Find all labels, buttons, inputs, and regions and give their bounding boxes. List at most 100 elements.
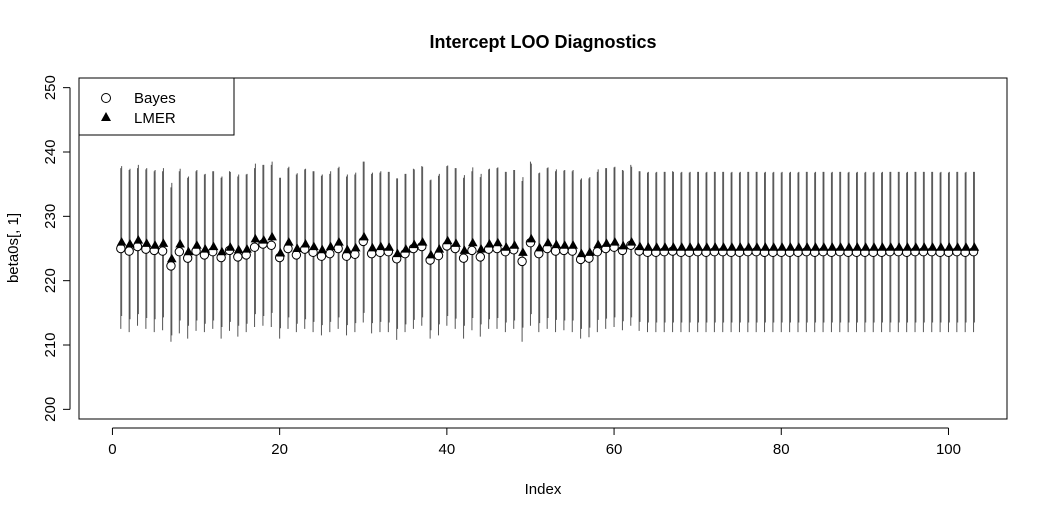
- y-tick-label: 240: [42, 139, 59, 164]
- plot-frame: [78, 77, 1008, 420]
- point-lmer: [493, 237, 503, 247]
- x-tick-label: 100: [936, 441, 961, 458]
- point-lmer: [835, 242, 846, 251]
- point-lmer: [518, 247, 528, 256]
- point-bayes: [467, 245, 477, 256]
- legend-marker-lmer: [101, 112, 111, 121]
- point-lmer: [325, 241, 336, 251]
- point-lmer: [501, 242, 512, 251]
- point-lmer: [869, 242, 879, 251]
- point-lmer: [927, 242, 938, 251]
- point-lmer: [944, 242, 955, 251]
- point-lmer: [192, 240, 202, 249]
- point-lmer: [384, 242, 394, 251]
- point-lmer: [183, 246, 194, 256]
- y-tick-label: 210: [42, 332, 59, 357]
- point-lmer: [685, 242, 695, 251]
- point-lmer: [844, 242, 854, 251]
- chart-title: Intercept LOO Diagnostics: [429, 32, 656, 52]
- point-bayes: [174, 247, 185, 257]
- point-lmer: [852, 242, 863, 251]
- x-tick-label: 40: [439, 441, 456, 458]
- point-lmer: [426, 249, 436, 259]
- point-lmer: [526, 233, 537, 243]
- legend-label-bayes: Bayes: [134, 90, 176, 107]
- point-bayes: [249, 242, 260, 252]
- point-bayes: [266, 240, 276, 250]
- point-lmer: [952, 242, 963, 251]
- point-lmer: [551, 239, 562, 249]
- point-lmer: [208, 241, 219, 251]
- point-lmer: [810, 242, 821, 251]
- point-lmer: [760, 242, 771, 251]
- y-tick-label: 200: [42, 397, 59, 422]
- point-lmer: [376, 241, 386, 251]
- point-lmer: [568, 240, 578, 249]
- point-bayes: [592, 247, 603, 257]
- point-lmer: [919, 242, 930, 251]
- point-lmer: [651, 242, 662, 251]
- point-lmer: [367, 242, 378, 252]
- point-lmer: [877, 242, 888, 251]
- point-lmer: [911, 242, 921, 251]
- point-lmer: [902, 242, 913, 251]
- point-lmer: [284, 237, 294, 246]
- point-lmer: [585, 247, 595, 256]
- point-lmer: [668, 242, 679, 251]
- point-lmer: [676, 242, 687, 251]
- x-tick-label: 0: [108, 441, 116, 458]
- point-lmer: [309, 241, 319, 251]
- point-lmer: [467, 237, 478, 247]
- point-lmer: [660, 242, 670, 251]
- y-tick-label: 250: [42, 75, 59, 100]
- point-lmer: [267, 231, 277, 241]
- point-lmer: [534, 242, 545, 252]
- point-lmer: [643, 242, 654, 251]
- point-lmer: [409, 239, 420, 249]
- point-lmer: [610, 237, 620, 246]
- point-lmer: [601, 238, 612, 247]
- point-lmer: [242, 244, 252, 253]
- x-axis-label: Index: [525, 481, 562, 498]
- point-lmer: [785, 242, 796, 251]
- y-axis-label: beta0s[, 1]: [5, 213, 22, 283]
- point-lmer: [969, 242, 980, 251]
- point-bayes: [325, 248, 335, 259]
- point-lmer: [693, 242, 704, 251]
- y-tick-label: 220: [42, 268, 59, 293]
- point-lmer: [317, 244, 328, 254]
- point-lmer: [543, 237, 553, 247]
- x-axis: 0 20 40 60 80 100: [108, 427, 961, 458]
- point-lmer: [885, 242, 896, 251]
- x-tick-label: 80: [773, 441, 790, 458]
- y-axis: 200 210 220 230 240 250: [42, 75, 71, 422]
- point-lmer: [710, 242, 721, 251]
- point-lmer: [626, 237, 637, 246]
- point-bayes: [124, 246, 134, 256]
- point-lmer: [300, 238, 311, 248]
- legend-marker-bayes: [101, 93, 111, 103]
- x-tick-label: 60: [606, 441, 623, 458]
- point-lmer: [133, 235, 144, 244]
- point-lmer: [334, 237, 344, 246]
- point-lmer: [593, 239, 603, 249]
- point-lmer: [250, 233, 261, 243]
- point-lmer: [860, 242, 871, 251]
- point-lmer: [217, 246, 227, 256]
- point-lmer: [459, 245, 470, 254]
- legend-label-lmer: LMER: [134, 110, 176, 127]
- point-lmer: [116, 237, 127, 246]
- point-lmer: [576, 248, 587, 258]
- point-lmer: [158, 238, 169, 247]
- point-lmer: [350, 242, 361, 252]
- point-lmer: [200, 244, 211, 253]
- y-tick-label: 230: [42, 204, 59, 229]
- point-bayes: [166, 261, 176, 271]
- data-points: [116, 231, 980, 271]
- point-lmer: [150, 240, 160, 249]
- point-lmer: [359, 231, 369, 241]
- point-lmer: [894, 242, 904, 251]
- point-lmer: [802, 242, 812, 251]
- point-lmer: [125, 238, 135, 248]
